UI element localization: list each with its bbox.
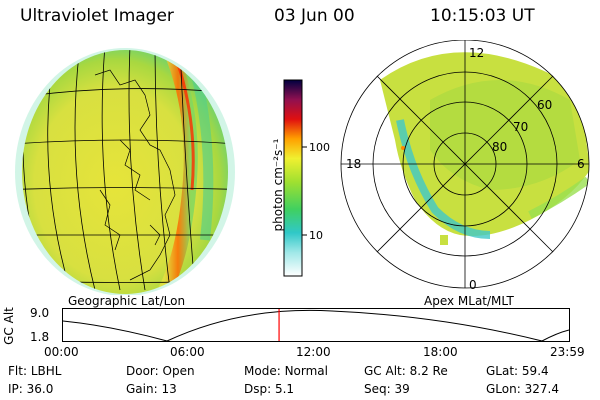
info-value: 5.1 (274, 382, 295, 396)
info-gc-alt: GC Alt: 8.2 Re (364, 364, 448, 378)
altitude-ylabel: GC Alt (2, 307, 16, 345)
instrument-title: Ultraviolet Imager (20, 6, 174, 26)
observation-date: 03 Jun 00 (274, 6, 355, 26)
mlt-label-noon: 12 (469, 46, 485, 60)
info-value: 327.4 (524, 382, 559, 396)
info-label: Gain: (126, 382, 158, 396)
altitude-ytick-max: 9.0 (30, 306, 50, 320)
left-panel-label: Geographic Lat/Lon (68, 294, 186, 308)
info-value: 39 (394, 382, 410, 396)
observation-time: 10:15:03 UT (430, 6, 535, 26)
mlat-label-80: 80 (492, 140, 508, 154)
mlt-label-midnight: 0 (469, 278, 477, 292)
info-door: Door: Open (126, 364, 195, 378)
info-label: IP: (8, 382, 23, 396)
info-value: Open (162, 364, 195, 378)
info-label: Dsp: (244, 382, 272, 396)
altitude-xtick-2: 12:00 (296, 345, 331, 359)
info-value: Normal (284, 364, 328, 378)
colorbar-tick-10: 10 (309, 229, 323, 242)
info-mode: Mode: Normal (244, 364, 328, 378)
altitude-ytick-min: 1.8 (30, 330, 50, 344)
mlat-label-70: 70 (513, 120, 529, 134)
info-filter: Flt: LBHL (8, 364, 61, 378)
altitude-xtick-4: 23:59 (550, 345, 585, 359)
mlat-label-60: 60 (537, 98, 553, 112)
altitude-xtick-3: 18:00 (423, 345, 458, 359)
colorbar-tick-100: 100 (309, 141, 330, 154)
altitude-plot (62, 308, 570, 342)
info-glat: GLat: 59.4 (486, 364, 549, 378)
altitude-xtick-1: 06:00 (170, 345, 205, 359)
info-label: Seq: (364, 382, 391, 396)
info-label: Flt: (8, 364, 27, 378)
info-dsp: Dsp: 5.1 (244, 382, 294, 396)
info-label: Door: (126, 364, 159, 378)
info-glon: GLon: 327.4 (486, 382, 559, 396)
info-label: GC Alt: (364, 364, 406, 378)
info-ip: IP: 36.0 (8, 382, 53, 396)
info-label: GLon: (486, 382, 521, 396)
right-panel-label: Apex MLat/MLT (424, 294, 514, 308)
info-label: Mode: (244, 364, 281, 378)
info-value: LBHL (30, 364, 62, 378)
colorbar (283, 79, 307, 277)
info-value: 8.2 Re (409, 364, 448, 378)
info-value: 13 (161, 382, 177, 396)
colorbar-unit-label: photon cm⁻²s⁻¹ (271, 138, 285, 232)
mlt-label-dusk: 18 (346, 157, 362, 171)
info-value: 36.0 (26, 382, 54, 396)
altitude-xtick-0: 00:00 (44, 345, 79, 359)
info-label: GLat: (486, 364, 519, 378)
geographic-image (15, 48, 235, 295)
mlt-label-dawn: 6 (577, 157, 585, 171)
info-seq: Seq: 39 (364, 382, 410, 396)
polar-plot (340, 40, 590, 289)
info-gain: Gain: 13 (126, 382, 177, 396)
info-value: 59.4 (521, 364, 549, 378)
